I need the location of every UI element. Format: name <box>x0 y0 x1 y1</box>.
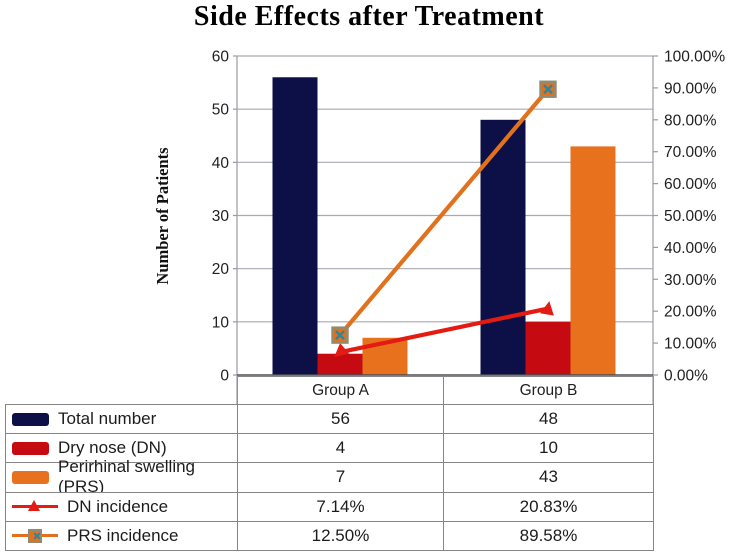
square-marker-icon <box>28 528 42 543</box>
legend-swatch <box>12 441 49 455</box>
legend-label: PRS incidence <box>67 525 179 545</box>
table-value-cell: 12.50% <box>237 520 444 551</box>
bar-perirhinal-swelling-prs--group-b <box>570 146 616 375</box>
bar-total-number-group-a <box>272 77 318 376</box>
legend-label: DN incidence <box>67 496 169 516</box>
table-value-cell: 4 <box>237 433 444 464</box>
line-prs-incidence <box>338 87 550 337</box>
bar-total-number-group-b <box>480 119 526 375</box>
marker-square <box>539 80 557 98</box>
marker-x-glyph <box>543 84 553 95</box>
right-axis-tick-label: 0.00% <box>664 368 708 385</box>
marker-square-prs-incidence <box>539 80 557 98</box>
right-axis-tick-label: 60.00% <box>664 176 717 193</box>
table-value-cell: 56 <box>237 404 444 435</box>
left-axis-tick-label: 40 <box>212 155 230 172</box>
left-axis-tick-label: 20 <box>212 261 230 278</box>
line-dn-incidence <box>339 306 549 355</box>
table-value-cell: 7.14% <box>237 491 444 522</box>
marker-x-glyph <box>543 84 553 95</box>
legend-label: Dry nose (DN) <box>58 438 167 458</box>
right-axis-tick-label: 40.00% <box>664 240 717 257</box>
legend-row-dry-nose-dn-: Dry nose (DN) <box>5 433 238 464</box>
legend-swatch <box>12 412 49 426</box>
left-axis-tick-label: 30 <box>212 208 230 225</box>
right-axis-tick-label: 50.00% <box>664 208 717 225</box>
left-axis-tick-label: 10 <box>212 314 230 331</box>
legend-line-triangle-key <box>12 498 58 515</box>
left-axis-tick-label: 60 <box>212 49 230 66</box>
legend-label: Total number <box>58 409 157 429</box>
legend-row-dn-incidence: DN incidence <box>5 491 238 522</box>
legend-row-total-number: Total number <box>5 404 238 435</box>
triangle-marker-icon <box>28 500 40 512</box>
left-axis-title: Number of Patients <box>153 147 172 285</box>
right-axis-tick-label: 30.00% <box>664 272 717 289</box>
marker-square <box>331 326 349 344</box>
right-axis-tick-label: 80.00% <box>664 112 717 129</box>
bar-perirhinal-swelling-prs--group-a <box>362 337 408 375</box>
marker-triangle-dn-incidence <box>540 301 554 316</box>
chart-title: Side Effects after Treatment <box>193 1 545 32</box>
marker-x-glyph <box>335 330 345 340</box>
right-axis-tick-label: 20.00% <box>664 304 717 321</box>
bar-dry-nose-dn--group-a <box>317 353 363 375</box>
right-axis-tick-label: 10.00% <box>664 336 717 353</box>
legend-line-square-key <box>12 527 58 544</box>
left-axis-tick-label: 0 <box>220 368 229 385</box>
right-axis-tick-label: 70.00% <box>664 144 717 161</box>
table-value-cell: 89.58% <box>443 520 654 551</box>
bar-dry-nose-dn--group-b <box>525 321 571 375</box>
table-value-cell: 43 <box>443 462 654 493</box>
table-value-cell: 7 <box>237 462 444 493</box>
legend-row-prs-incidence: PRS incidence <box>5 520 238 551</box>
right-axis-tick-label: 100.00% <box>664 49 725 66</box>
table-value-cell: 10 <box>443 433 654 464</box>
marker-triangle-dn-incidence <box>334 343 350 358</box>
category-header-group-b: Group B <box>443 376 654 405</box>
table-value-cell: 20.83% <box>443 491 654 522</box>
marker-square-prs-incidence <box>331 326 349 344</box>
legend-row-perirhinal-swelling-prs-: Perirhinal swelling (PRS) <box>5 457 238 496</box>
marker-x-glyph <box>335 330 345 340</box>
legend-swatch <box>12 470 49 484</box>
table-value-cell: 48 <box>443 404 654 435</box>
category-header-group-a: Group A <box>237 376 444 405</box>
left-axis-tick-label: 50 <box>212 102 230 119</box>
right-axis-tick-label: 90.00% <box>664 80 717 97</box>
